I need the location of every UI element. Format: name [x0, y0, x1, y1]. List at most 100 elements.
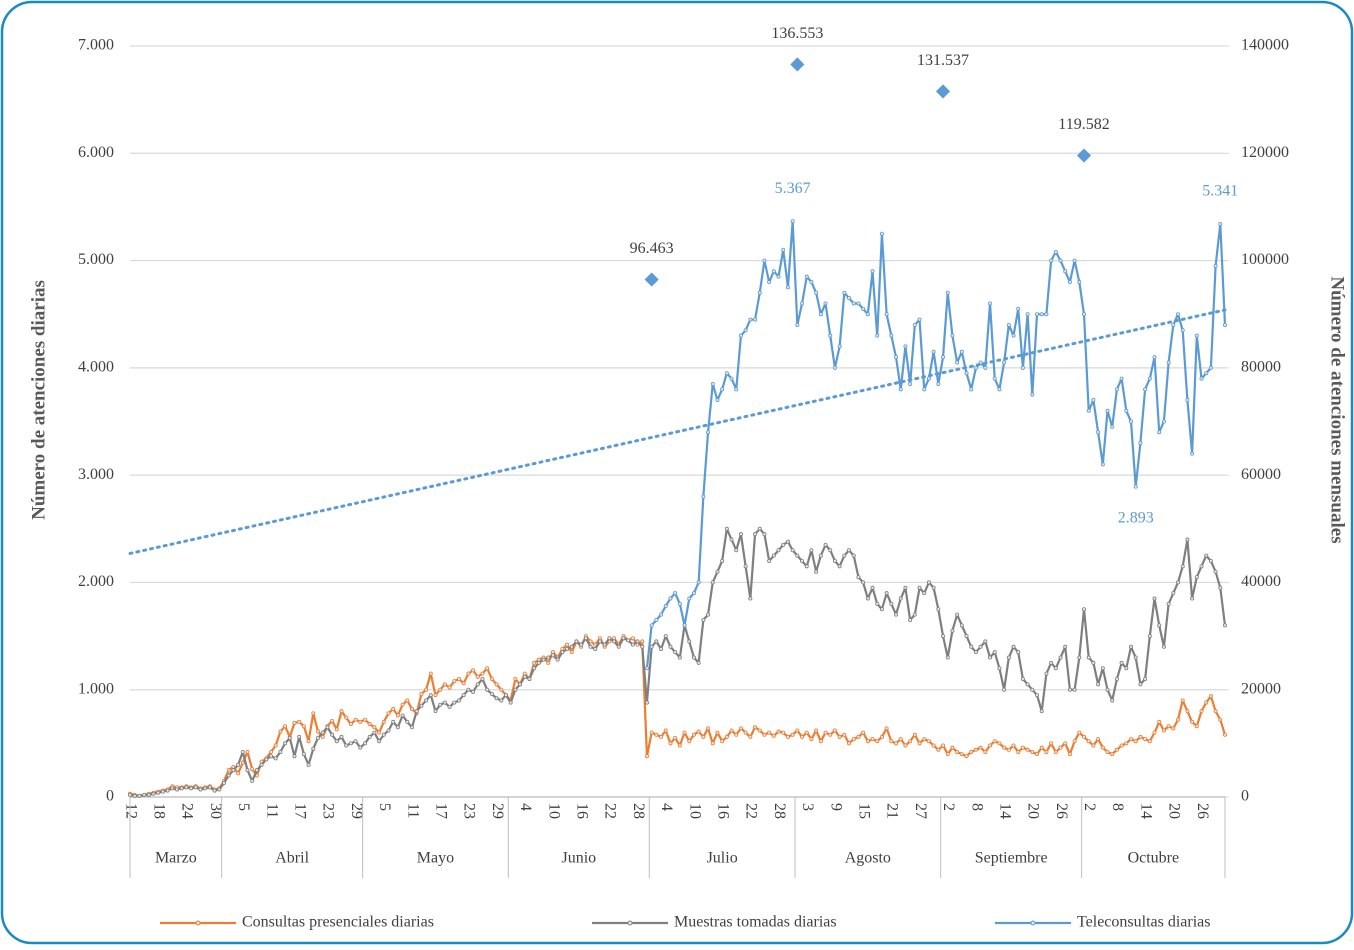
point-marker [809, 737, 814, 742]
series-line [645, 220, 1227, 669]
x-tick-label: 15 [855, 803, 872, 819]
point-marker [715, 569, 720, 574]
y-tick-label: 3.000 [78, 466, 114, 483]
point-marker [1119, 376, 1124, 381]
y-tick-label: 7.000 [78, 37, 114, 54]
point-marker [842, 553, 847, 558]
point-marker [1176, 312, 1181, 317]
point-marker [1105, 749, 1110, 754]
point-marker [828, 548, 833, 553]
point-marker [400, 702, 405, 707]
point-marker [898, 387, 903, 392]
point-marker [1002, 687, 1007, 692]
point-marker [1086, 655, 1091, 660]
point-marker [715, 730, 720, 735]
point-marker [1039, 709, 1044, 714]
point-marker [842, 290, 847, 295]
point-marker [926, 739, 931, 744]
point-marker [771, 269, 776, 274]
x-tick-label: 23 [461, 803, 478, 819]
point-marker [865, 596, 870, 601]
point-marker [1161, 419, 1166, 424]
point-marker [776, 274, 781, 279]
point-marker [903, 743, 908, 748]
point-marker [724, 526, 729, 531]
point-marker [851, 301, 856, 306]
point-marker [428, 671, 433, 676]
point-marker [1002, 745, 1007, 750]
x-tick-label: 12 [122, 803, 139, 819]
point-marker [771, 553, 776, 558]
monthly-label: 131.537 [917, 52, 969, 69]
point-marker [330, 732, 335, 737]
x-group-label: Octubre [1128, 850, 1180, 867]
point-marker [1143, 737, 1148, 742]
point-marker [1049, 660, 1054, 665]
point-marker [1124, 741, 1129, 746]
point-marker [644, 666, 649, 671]
point-marker [654, 639, 659, 644]
y-tick-label: 2.000 [78, 573, 114, 590]
point-marker [254, 768, 259, 773]
point-marker [889, 333, 894, 338]
point-marker [757, 290, 762, 295]
point-marker [903, 585, 908, 590]
monthly-marker [790, 57, 805, 72]
point-marker [198, 787, 203, 792]
point-marker [386, 711, 391, 716]
point-marker [391, 719, 396, 724]
legend-swatch-marker [195, 920, 201, 926]
point-marker [1223, 322, 1228, 327]
x-tick-label: 2 [940, 803, 957, 811]
point-marker [729, 728, 734, 733]
y2-tick-label: 120000 [1241, 144, 1289, 161]
point-marker [297, 734, 302, 739]
x-tick-label: 4 [517, 803, 534, 811]
point-marker [894, 355, 899, 360]
point-marker [851, 737, 856, 742]
point-marker [1011, 333, 1016, 338]
monthly-label: 119.582 [1058, 116, 1109, 133]
point-marker [687, 639, 692, 644]
point-marker [409, 725, 414, 730]
point-marker [809, 280, 814, 285]
point-marker [870, 269, 875, 274]
point-marker [795, 728, 800, 733]
point-marker [809, 548, 814, 553]
point-marker [941, 743, 946, 748]
point-marker [334, 727, 339, 732]
point-marker [386, 728, 391, 733]
point-marker [1152, 596, 1157, 601]
point-marker [438, 687, 443, 692]
point-marker [1152, 730, 1157, 735]
point-marker [818, 312, 823, 317]
point-marker [785, 285, 790, 290]
point-marker [409, 707, 414, 712]
point-marker [677, 601, 682, 606]
point-marker [306, 762, 311, 767]
point-marker [936, 747, 941, 752]
point-marker [1138, 440, 1143, 445]
point-marker [1176, 580, 1181, 585]
point-marker [922, 387, 927, 392]
point-marker [644, 700, 649, 705]
point-marker [1176, 717, 1181, 722]
point-marker [696, 580, 701, 585]
x-tick-label: 17 [292, 803, 309, 819]
point-marker [870, 585, 875, 590]
point-marker [818, 739, 823, 744]
point-marker [1180, 564, 1185, 569]
point-marker [259, 762, 264, 767]
point-marker [640, 639, 645, 644]
point-marker [818, 553, 823, 558]
point-marker [1190, 451, 1195, 456]
point-marker [659, 646, 664, 651]
point-marker [720, 558, 725, 563]
point-marker [1030, 687, 1035, 692]
point-marker [823, 542, 828, 547]
point-marker [348, 722, 353, 727]
x-group-label: Septiembre [975, 850, 1048, 867]
y-tick-label: 1.000 [78, 680, 114, 697]
point-marker [1218, 717, 1223, 722]
